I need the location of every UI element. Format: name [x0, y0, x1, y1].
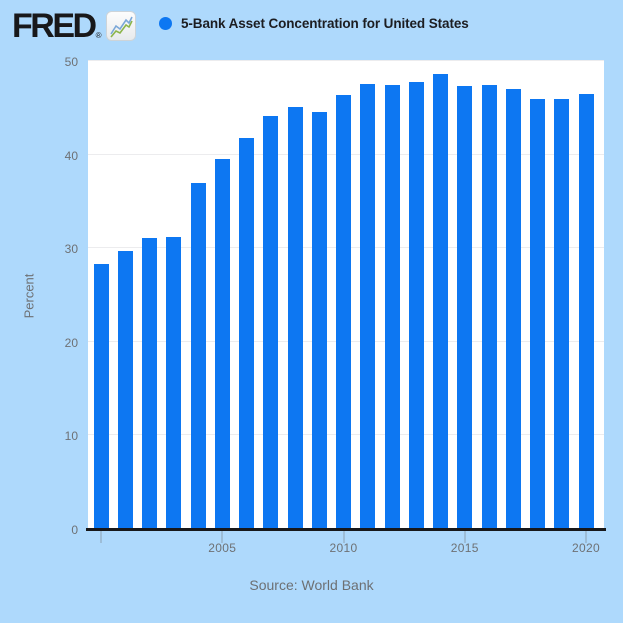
bar-2015[interactable] — [457, 86, 473, 528]
bar-2004[interactable] — [190, 182, 206, 528]
bar-2018[interactable] — [530, 99, 545, 528]
fred-chart-icon[interactable] — [106, 11, 137, 41]
bar-2006[interactable] — [239, 137, 254, 528]
y-axis-title: Percent — [21, 273, 37, 319]
x-tick-2020 — [585, 531, 587, 543]
bar-2009[interactable] — [311, 112, 327, 528]
bar-2008[interactable] — [287, 106, 303, 528]
source-label: Source: World Bank — [249, 577, 374, 593]
header: FRED ® — [12, 7, 137, 45]
registered-mark: ® — [95, 31, 102, 40]
x-tick-2005 — [221, 531, 224, 543]
chart-title: 5-Bank Asset Concentration for United St… — [181, 15, 469, 31]
y-axis-label-40: 40 — [64, 148, 78, 163]
bar-2017[interactable] — [505, 89, 521, 528]
bar-2016[interactable] — [481, 85, 497, 528]
bar-2005[interactable] — [214, 159, 230, 528]
bar-2010[interactable] — [336, 94, 351, 528]
bar-2002[interactable] — [142, 237, 157, 528]
bar-2001[interactable] — [117, 250, 133, 528]
fred-logo[interactable]: FRED — [12, 7, 97, 45]
bar-2011[interactable] — [360, 84, 376, 528]
x-axis-label-2005: 2005 — [208, 541, 237, 555]
x-axis-line — [86, 528, 606, 531]
bar-2014[interactable] — [433, 74, 448, 528]
series-legend-dot-icon[interactable] — [159, 16, 172, 30]
y-axis-label-30: 30 — [64, 242, 78, 257]
x-axis-label-2015: 2015 — [450, 541, 479, 555]
x-axis-label-2020: 2020 — [572, 541, 600, 555]
gridline-50 — [88, 60, 604, 61]
bar-2003[interactable] — [166, 236, 182, 528]
bar-2019[interactable] — [554, 99, 570, 528]
x-axis-label-2010: 2010 — [329, 541, 358, 555]
x-tick-2000 — [100, 531, 102, 543]
y-axis-label-10: 10 — [64, 429, 78, 444]
y-axis-label-50: 50 — [64, 55, 78, 69]
bar-2007[interactable] — [263, 116, 279, 528]
plot-area — [88, 60, 604, 528]
bar-2013[interactable] — [408, 82, 424, 528]
x-tick-2010 — [342, 531, 345, 543]
x-tick-2015 — [463, 531, 466, 543]
y-axis-label-0: 0 — [71, 523, 78, 537]
legend: 5-Bank Asset Concentration for United St… — [159, 0, 469, 46]
bar-2000[interactable] — [93, 264, 109, 528]
bar-2012[interactable] — [384, 85, 400, 528]
y-axis-label-20: 20 — [64, 335, 78, 350]
bar-2020[interactable] — [578, 93, 594, 528]
